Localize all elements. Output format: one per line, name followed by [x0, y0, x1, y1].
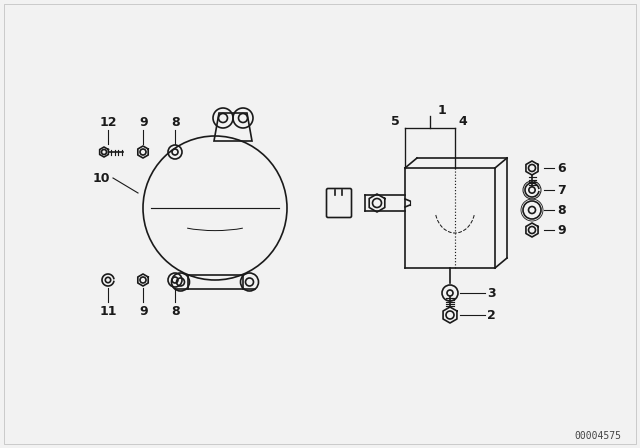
Text: 9: 9 [139, 116, 148, 129]
Text: 5: 5 [391, 115, 400, 128]
Text: 9: 9 [139, 305, 148, 318]
Text: 2: 2 [487, 309, 496, 322]
Text: 9: 9 [557, 224, 566, 237]
Text: 8: 8 [557, 204, 566, 217]
Text: 12: 12 [100, 116, 118, 129]
Text: 1: 1 [438, 104, 447, 117]
Text: 8: 8 [171, 116, 180, 129]
Text: 7: 7 [557, 184, 566, 197]
Text: 11: 11 [100, 305, 118, 318]
Text: 10: 10 [93, 172, 111, 185]
Text: 00004575: 00004575 [575, 431, 621, 441]
Text: 3: 3 [487, 287, 495, 300]
Text: 6: 6 [557, 162, 566, 175]
Text: 4: 4 [458, 115, 467, 128]
Text: 8: 8 [171, 305, 180, 318]
